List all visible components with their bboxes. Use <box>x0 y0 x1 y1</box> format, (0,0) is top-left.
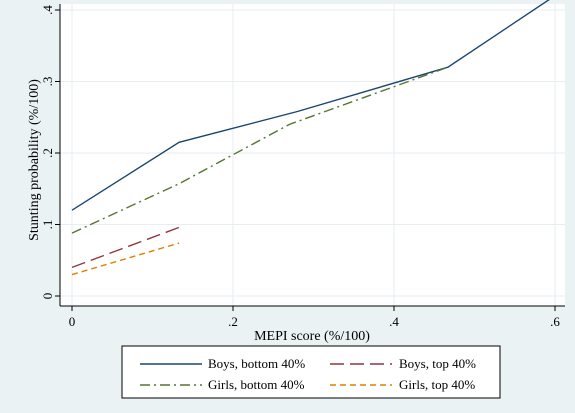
legend: Boys, bottom 40% Boys, top 40% Girls, bott… <box>121 345 501 399</box>
x-tick-label-3: .6 <box>550 314 560 329</box>
x-tick-label-1: .2 <box>228 314 238 329</box>
legend-box <box>121 345 501 399</box>
y-tick-label-3: .3 <box>40 77 55 87</box>
y-tick-label-1: .1 <box>40 220 55 230</box>
series-line-2 <box>71 66 449 234</box>
legend-label-0: Boys, bottom 40% <box>208 356 305 371</box>
legend-label-2: Girls, bottom 40% <box>208 377 305 392</box>
legend-label-1: Boys, top 40% <box>399 356 476 371</box>
y-tick-label-0: 0 <box>40 293 55 300</box>
x-axis-title: MEPI score (%/100) <box>254 329 370 344</box>
plot-area <box>60 4 565 306</box>
series-line-3 <box>71 242 180 276</box>
y-axis-title: Stunting probability (%/100) <box>27 79 42 241</box>
legend-label-3: Girls, top 40% <box>399 377 475 392</box>
x-tick-label-2: .4 <box>389 314 399 329</box>
y-tick-label-2: .2 <box>40 148 55 158</box>
x-tick-label-0: 0 <box>69 314 76 329</box>
series-line-0 <box>71 0 550 211</box>
y-tick-label-4: .4 <box>40 5 55 15</box>
